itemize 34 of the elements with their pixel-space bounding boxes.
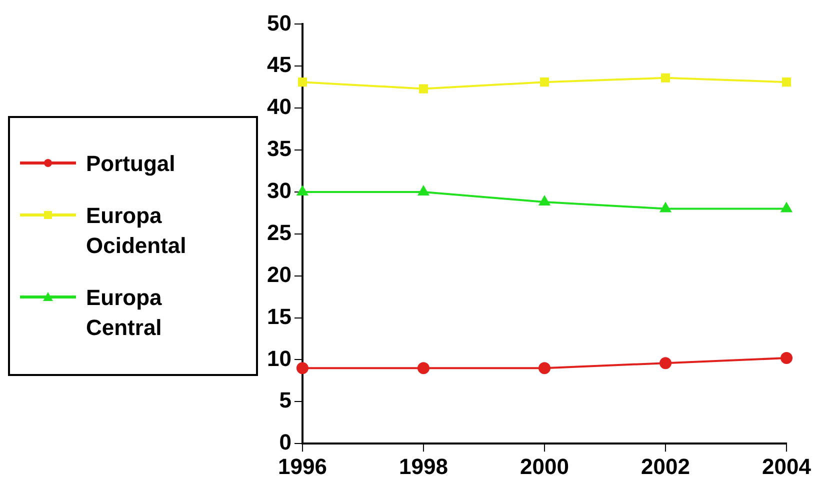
y-tick-label: 30 bbox=[266, 178, 292, 204]
x-tick-label: 2000 bbox=[520, 454, 569, 479]
point bbox=[417, 362, 430, 374]
legend-label: Portugal bbox=[86, 150, 176, 178]
point bbox=[660, 73, 670, 82]
legend-label: Europa Ocidental bbox=[86, 202, 188, 260]
y-tick-label: 0 bbox=[279, 430, 292, 455]
point bbox=[297, 186, 308, 196]
y-tick-label: 35 bbox=[266, 136, 292, 162]
x-tick-label: 2002 bbox=[641, 454, 690, 479]
point bbox=[298, 78, 308, 87]
x-tick-label: 1998 bbox=[399, 454, 448, 479]
point bbox=[660, 357, 672, 370]
point bbox=[418, 186, 429, 196]
point bbox=[780, 352, 793, 364]
y-tick-label: 50 bbox=[266, 10, 292, 36]
point bbox=[540, 78, 550, 87]
y-tick-label: 25 bbox=[266, 220, 292, 245]
x-tick-label: 1996 bbox=[278, 454, 327, 479]
y-tick-label: 45 bbox=[266, 52, 292, 78]
y-tick-label: 5 bbox=[279, 388, 292, 413]
point bbox=[418, 84, 428, 94]
point bbox=[660, 202, 671, 212]
y-tick-label: 40 bbox=[266, 94, 292, 120]
point bbox=[296, 362, 308, 374]
y-tick-label: 15 bbox=[266, 304, 292, 329]
x-tick-label: 2004 bbox=[762, 454, 812, 479]
point bbox=[782, 78, 792, 87]
point bbox=[538, 362, 550, 374]
y-tick-label: 10 bbox=[266, 346, 292, 371]
y-tick-label: 20 bbox=[266, 262, 292, 287]
legend-label: Europa Central bbox=[86, 284, 163, 342]
point bbox=[781, 202, 792, 212]
point bbox=[539, 196, 550, 206]
